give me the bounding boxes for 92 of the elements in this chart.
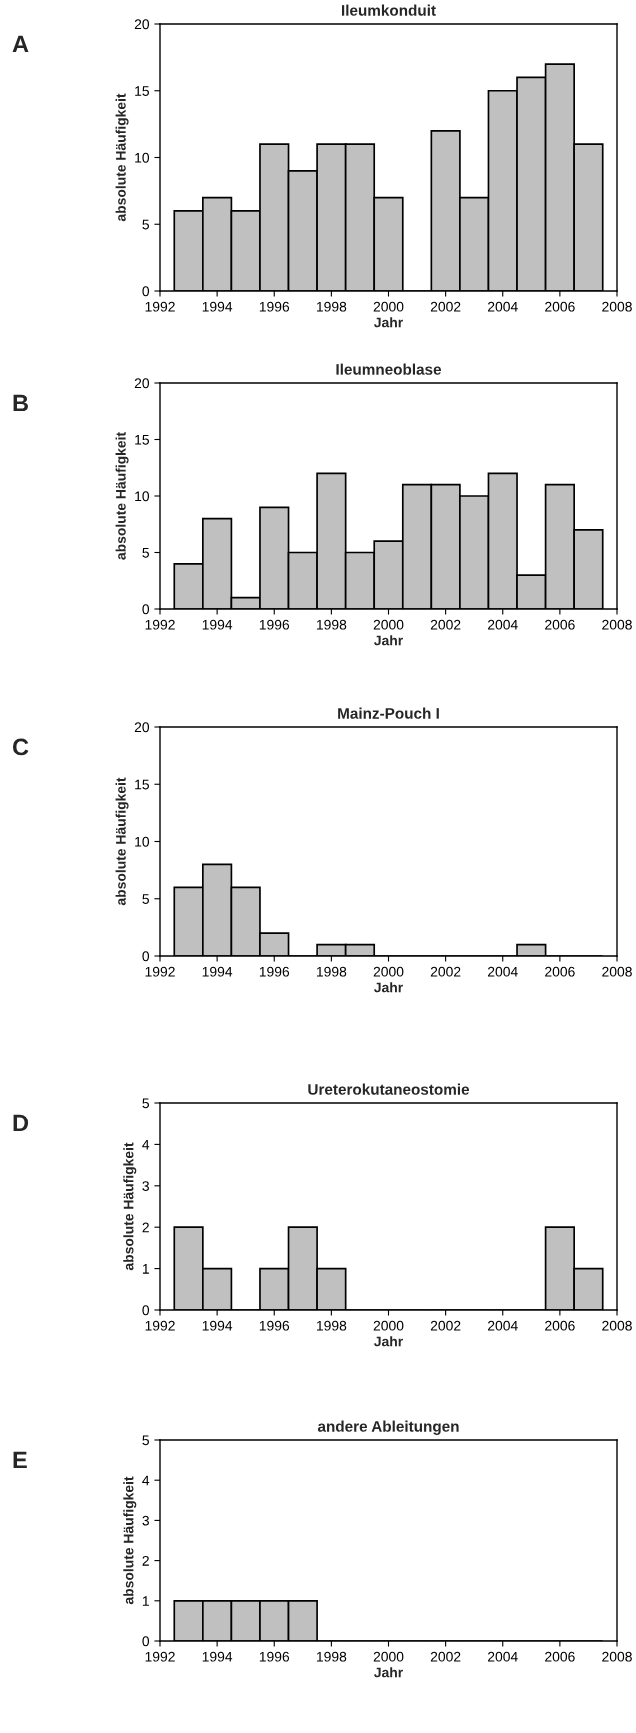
y-tick-label: 4 [142, 1139, 150, 1150]
x-tick-label: 2004 [488, 619, 518, 630]
x-tick-label: 2000 [373, 1320, 404, 1331]
chart-title: Mainz-Pouch I [338, 707, 439, 719]
y-tick-label: 3 [142, 1515, 149, 1526]
y-tick-label: 5 [142, 1098, 149, 1109]
x-tick-label: 1994 [202, 619, 233, 630]
y-tick-label: 0 [142, 1305, 150, 1316]
x-tick-label: 1992 [145, 1651, 175, 1662]
x-tick-label: 2000 [373, 301, 404, 312]
x-tick-label: 1998 [316, 1651, 347, 1662]
x-tick-label: 1996 [259, 1651, 290, 1662]
x-tick-label: 2002 [430, 301, 461, 312]
y-tick-label: 1 [142, 1264, 149, 1274]
x-tick-label: 2004 [488, 301, 518, 312]
x-tick-label: 1998 [316, 966, 347, 977]
chart-title: andere Ableitungen [317, 1420, 459, 1435]
y-tick-label: 10 [135, 152, 150, 163]
y-axis-title: absolute Häufigkeit [123, 1142, 137, 1271]
x-tick-label: 2004 [488, 966, 518, 977]
y-tick-label: 0 [142, 604, 150, 615]
x-tick-label: 1998 [316, 301, 347, 312]
x-tick-label: 1996 [259, 1320, 290, 1331]
x-tick-label: 2008 [602, 1651, 632, 1662]
y-axis-title: absolute Häufigkeit [115, 93, 129, 222]
x-tick-label: 2006 [545, 301, 575, 312]
x-tick-label: 1992 [145, 966, 175, 977]
y-tick-label: 0 [142, 1636, 150, 1647]
x-tick-label: 2000 [373, 966, 404, 977]
y-tick-label: 10 [135, 836, 150, 847]
x-tick-label: 2006 [545, 1320, 575, 1331]
x-tick-label: 2008 [602, 966, 632, 977]
y-tick-label: 15 [135, 434, 149, 445]
text: A [12, 35, 29, 53]
chart-title: Ureterokutaneostomie [308, 1083, 470, 1095]
x-axis-title: Jahr [374, 1667, 403, 1678]
y-axis-title: absolute Häufigkeit [115, 777, 129, 906]
x-tick-label: 1992 [145, 301, 175, 312]
x-tick-label: 2000 [373, 619, 404, 630]
x-axis-title: Jahr [374, 982, 403, 993]
chart-title: Ileumkonduit [341, 4, 436, 16]
x-tick-label: 2006 [545, 1651, 575, 1662]
x-tick-label: 1996 [259, 301, 290, 312]
y-tick-label: 0 [142, 286, 150, 297]
y-tick-label: 2 [142, 1222, 149, 1233]
y-tick-label: 15 [135, 779, 149, 790]
y-tick-label: 4 [142, 1475, 150, 1486]
x-tick-label: 2006 [545, 966, 575, 977]
x-tick-label: 2004 [488, 1651, 518, 1662]
x-tick-label: 1998 [316, 1320, 347, 1331]
y-tick-label: 5 [142, 1435, 149, 1446]
x-tick-label: 1992 [145, 1320, 175, 1331]
y-tick-label: 1 [142, 1596, 149, 1606]
x-tick-label: 2008 [602, 1320, 632, 1331]
x-tick-label: 1994 [202, 1651, 233, 1662]
text: C [12, 738, 29, 756]
y-tick-label: 5 [142, 894, 149, 904]
text: E [13, 1451, 27, 1469]
x-axis-title: Jahr [374, 1336, 403, 1347]
x-tick-label: 2008 [602, 619, 632, 630]
x-tick-label: 2006 [545, 619, 575, 630]
chart-title: Ileumneoblase [336, 363, 442, 375]
x-tick-label: 2002 [430, 1320, 461, 1331]
x-tick-label: 2002 [430, 1651, 461, 1662]
y-tick-label: 10 [135, 491, 150, 502]
x-axis-title: Jahr [374, 635, 403, 646]
x-tick-label: 1994 [202, 301, 233, 312]
y-axis-title: absolute Häufigkeit [123, 1476, 137, 1605]
y-tick-label: 20 [134, 722, 150, 733]
x-tick-label: 2000 [373, 1651, 404, 1662]
y-tick-label: 5 [142, 219, 149, 230]
x-tick-label: 2002 [430, 619, 461, 630]
y-tick-label: 5 [142, 547, 149, 558]
x-axis-title: Jahr [374, 317, 403, 328]
x-tick-label: 2008 [602, 301, 632, 312]
y-tick-label: 3 [142, 1181, 149, 1191]
y-tick-label: 15 [135, 86, 149, 96]
x-tick-label: 2004 [488, 1320, 518, 1331]
y-tick-label: 0 [142, 951, 150, 962]
y-tick-label: 20 [134, 378, 150, 389]
x-tick-label: 1996 [259, 966, 290, 977]
x-tick-label: 1996 [259, 619, 290, 630]
text: D [13, 1114, 29, 1132]
x-tick-label: 2002 [430, 966, 461, 977]
x-tick-label: 1994 [202, 1320, 233, 1331]
x-tick-label: 1998 [316, 619, 347, 630]
y-tick-label: 2 [142, 1555, 149, 1566]
x-tick-label: 1994 [202, 966, 233, 977]
y-tick-label: 20 [134, 19, 150, 30]
y-axis-title: absolute Häufigkeit [115, 432, 129, 560]
text: B [13, 394, 28, 412]
x-tick-label: 1992 [145, 619, 175, 630]
